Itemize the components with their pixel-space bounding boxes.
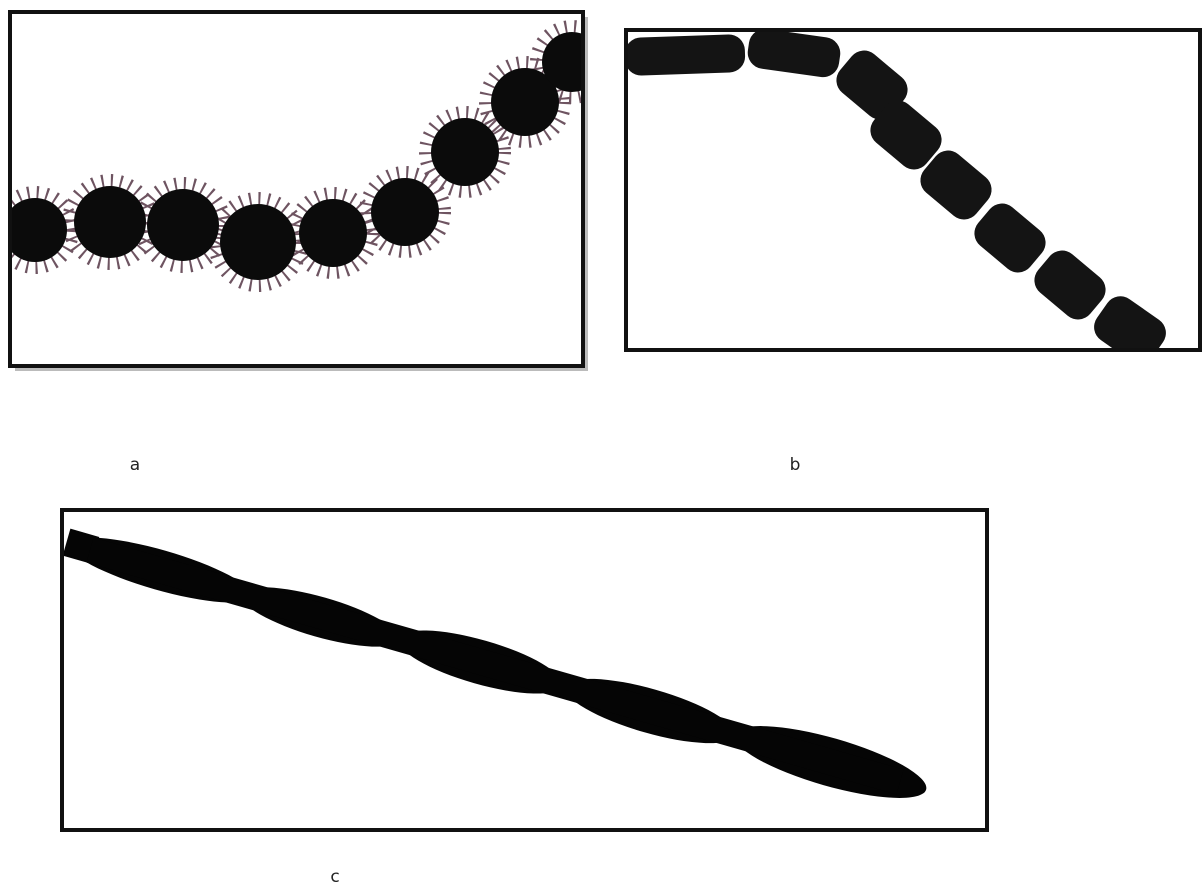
- filament-c: [64, 528, 927, 798]
- panel-frame: [624, 28, 1202, 352]
- panel-b: [624, 28, 1202, 352]
- panel-a: [8, 10, 588, 371]
- filament-b: [628, 32, 1166, 348]
- filament-a: [12, 20, 581, 292]
- panel-label: a: [130, 455, 140, 475]
- panel-label: b: [790, 455, 801, 475]
- panel-c: [60, 508, 989, 832]
- panel-label: c: [330, 867, 339, 886]
